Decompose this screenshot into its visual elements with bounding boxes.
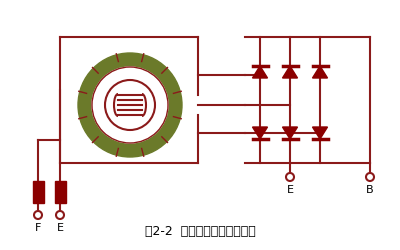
Text: E: E xyxy=(286,185,294,195)
Polygon shape xyxy=(282,66,298,78)
Circle shape xyxy=(34,211,42,219)
Bar xyxy=(54,181,66,203)
Text: B: B xyxy=(366,185,374,195)
Text: 图2-2  交流发电机工作原理图: 图2-2 交流发电机工作原理图 xyxy=(145,225,255,238)
Circle shape xyxy=(92,67,168,143)
Polygon shape xyxy=(312,127,328,139)
Circle shape xyxy=(366,173,374,181)
Bar xyxy=(32,181,44,203)
Circle shape xyxy=(56,211,64,219)
Text: F: F xyxy=(35,223,41,233)
Circle shape xyxy=(286,173,294,181)
Polygon shape xyxy=(252,66,268,78)
Polygon shape xyxy=(252,127,268,139)
Polygon shape xyxy=(282,127,298,139)
Circle shape xyxy=(78,53,182,157)
Circle shape xyxy=(105,80,155,130)
Text: E: E xyxy=(56,223,64,233)
Polygon shape xyxy=(312,66,328,78)
